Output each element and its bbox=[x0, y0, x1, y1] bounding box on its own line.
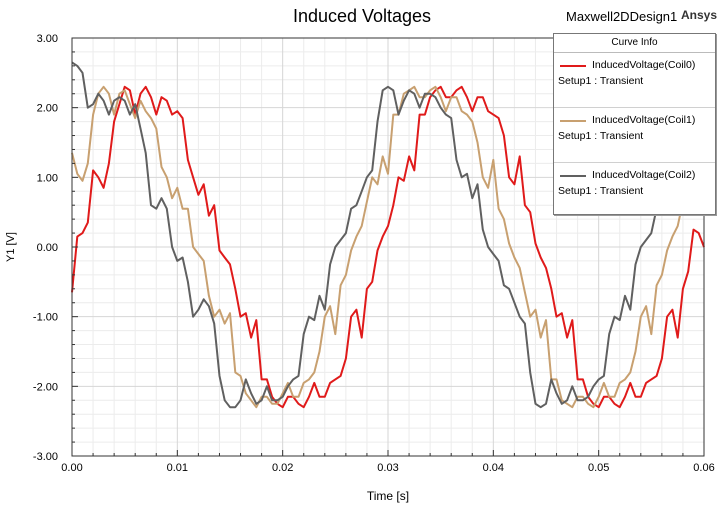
y-tick-label: -1.00 bbox=[33, 312, 58, 324]
y-tick-label: -3.00 bbox=[33, 451, 58, 463]
x-tick-label: 0.05 bbox=[588, 462, 609, 474]
legend-series-name: InducedVoltage(Coil2) bbox=[592, 169, 696, 181]
legend-entry-coil0[interactable]: InducedVoltage(Coil0) Setup1 : Transient bbox=[554, 53, 715, 107]
legend-title: Curve Info bbox=[554, 34, 715, 53]
brand-logo: Ansys bbox=[681, 8, 718, 22]
x-axis-label: Time [s] bbox=[367, 489, 409, 503]
x-tick-label: 0.02 bbox=[272, 462, 293, 474]
y-tick-label: 3.00 bbox=[37, 33, 58, 45]
x-tick-label: 0.03 bbox=[377, 462, 398, 474]
series-line-coil0 bbox=[71, 85, 705, 409]
legend-swatch-coil1 bbox=[560, 120, 586, 122]
legend-entry-coil2[interactable]: InducedVoltage(Coil2) Setup1 : Transient bbox=[554, 162, 715, 217]
y-tick-label: 1.00 bbox=[37, 172, 58, 184]
legend-swatch-coil2 bbox=[560, 175, 586, 177]
legend-series-setup: Setup1 : Transient bbox=[558, 130, 644, 142]
legend-series-setup: Setup1 : Transient bbox=[558, 185, 644, 197]
legend[interactable]: Curve Info InducedVoltage(Coil0) Setup1 … bbox=[553, 33, 716, 215]
x-tick-label: 0.00 bbox=[61, 462, 82, 474]
x-tick-label: 0.06 bbox=[693, 462, 714, 474]
y-tick-label: -2.00 bbox=[33, 381, 58, 393]
legend-swatch-coil0 bbox=[560, 65, 586, 67]
legend-series-name: InducedVoltage(Coil1) bbox=[592, 114, 696, 126]
y-tick-label: 2.00 bbox=[37, 103, 58, 115]
legend-series-setup: Setup1 : Transient bbox=[558, 75, 644, 87]
legend-series-name: InducedVoltage(Coil0) bbox=[592, 59, 696, 71]
series-line-coil2 bbox=[71, 61, 705, 409]
y-tick-label: 0.00 bbox=[37, 242, 58, 254]
y-axis-label: Y1 [V] bbox=[5, 232, 17, 262]
tick-labels: 0.00 0.01 0.02 0.03 0.04 0.05 0.06 3.00 2.00 1.00… bbox=[33, 33, 715, 474]
x-tick-label: 0.01 bbox=[167, 462, 188, 474]
series-layer bbox=[71, 61, 705, 409]
design-name: Maxwell2DDesign1 bbox=[566, 9, 678, 24]
axis-ticks bbox=[71, 37, 705, 457]
series-line-coil1 bbox=[71, 85, 705, 409]
chart-title: Induced Voltages bbox=[292, 6, 432, 26]
legend-entry-coil1[interactable]: InducedVoltage(Coil1) Setup1 : Transient bbox=[554, 107, 715, 162]
x-tick-label: 0.04 bbox=[483, 462, 504, 474]
